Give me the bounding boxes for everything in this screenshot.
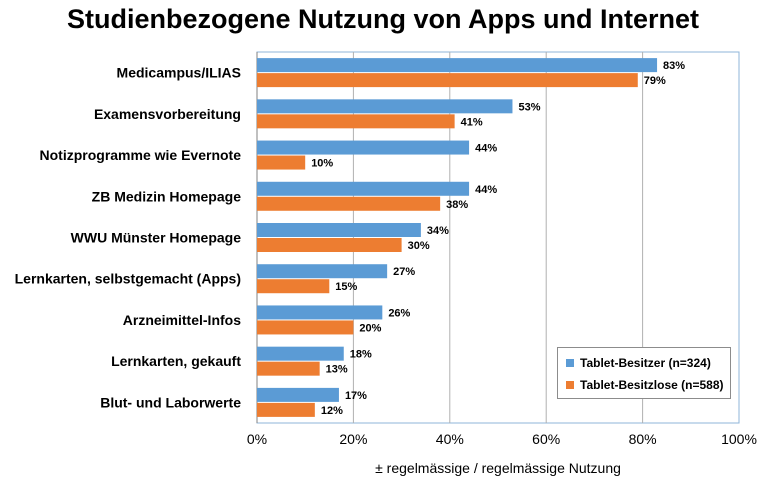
category-label: Arzneimittel-Infos	[123, 312, 241, 328]
bar-tablet-besitzer	[257, 387, 339, 402]
x-tick-label: 80%	[629, 431, 657, 447]
data-label: 41%	[461, 116, 483, 128]
legend-swatch-tablet-besitzlose	[566, 381, 574, 389]
bar-tablet-besitzer	[257, 223, 421, 237]
category-label: Medicampus/ILIAS	[117, 65, 241, 81]
category-label: Lernkarten, selbstgemacht (Apps)	[15, 271, 241, 287]
data-label: 79%	[644, 75, 666, 87]
bar-tablet-besitzer	[257, 346, 344, 361]
data-label: 83%	[663, 60, 685, 72]
data-label: 20%	[359, 322, 381, 334]
data-label: 26%	[388, 307, 410, 319]
data-label: 13%	[326, 364, 348, 376]
legend-item-tablet-besitzlose: Tablet-Besitzlose (n=588)	[566, 378, 723, 392]
x-axis-title: ± regelmässige / regelmässige Nutzung	[375, 460, 621, 476]
data-label: 53%	[518, 101, 540, 113]
chart-title: Studienbezogene Nutzung von Apps und Int…	[67, 4, 699, 34]
legend-item-tablet-besitzer: Tablet-Besitzer (n=324)	[566, 356, 711, 370]
category-label: Blut- und Laborwerte	[100, 394, 241, 410]
category-label: ZB Medizin Homepage	[92, 188, 242, 204]
bar-tablet-besitzer	[257, 99, 513, 114]
bar-tablet-besitzer	[257, 140, 470, 155]
x-tick-label: 20%	[339, 431, 367, 447]
data-label: 15%	[335, 281, 357, 293]
data-label: 18%	[350, 349, 372, 361]
legend-label-tablet-besitzer: Tablet-Besitzer (n=324)	[580, 356, 711, 370]
data-label: 17%	[345, 390, 367, 402]
legend-swatch-tablet-besitzer	[566, 359, 574, 367]
bar-tablet-besitzlose	[257, 361, 320, 376]
category-label: Examensvorbereitung	[94, 106, 241, 122]
bar-tablet-besitzlose	[257, 114, 455, 129]
x-tick-label: 40%	[436, 431, 464, 447]
bar-tablet-besitzer	[257, 305, 383, 320]
x-tick-label: 60%	[532, 431, 560, 447]
bar-tablet-besitzer	[257, 264, 388, 279]
category-label: Notizprogramme wie Evernote	[40, 147, 242, 163]
data-label: 38%	[446, 199, 468, 211]
data-label: 44%	[475, 143, 497, 155]
bar-tablet-besitzlose	[257, 279, 330, 294]
data-label: 44%	[475, 184, 497, 196]
bar-tablet-besitzlose	[257, 73, 638, 88]
bar-tablet-besitzlose	[257, 155, 306, 170]
bar-tablet-besitzlose	[257, 238, 402, 252]
legend: Tablet-Besitzer (n=324) Tablet-Besitzlos…	[557, 347, 731, 399]
data-label: 30%	[408, 240, 430, 252]
category-label: WWU Münster Homepage	[71, 230, 242, 246]
category-label: Lernkarten, gekauft	[111, 353, 241, 369]
bar-tablet-besitzer	[257, 58, 658, 73]
data-label: 12%	[321, 405, 343, 417]
bar-tablet-besitzlose	[257, 320, 354, 335]
data-label: 34%	[427, 225, 449, 237]
bar-tablet-besitzer	[257, 181, 470, 196]
bar-tablet-besitzlose	[257, 402, 315, 417]
data-label: 27%	[393, 266, 415, 278]
x-tick-label: 0%	[247, 431, 267, 447]
data-label: 10%	[311, 158, 333, 170]
legend-label-tablet-besitzlose: Tablet-Besitzlose (n=588)	[580, 378, 724, 392]
x-tick-label: 100%	[721, 431, 757, 447]
bar-tablet-besitzlose	[257, 196, 441, 211]
